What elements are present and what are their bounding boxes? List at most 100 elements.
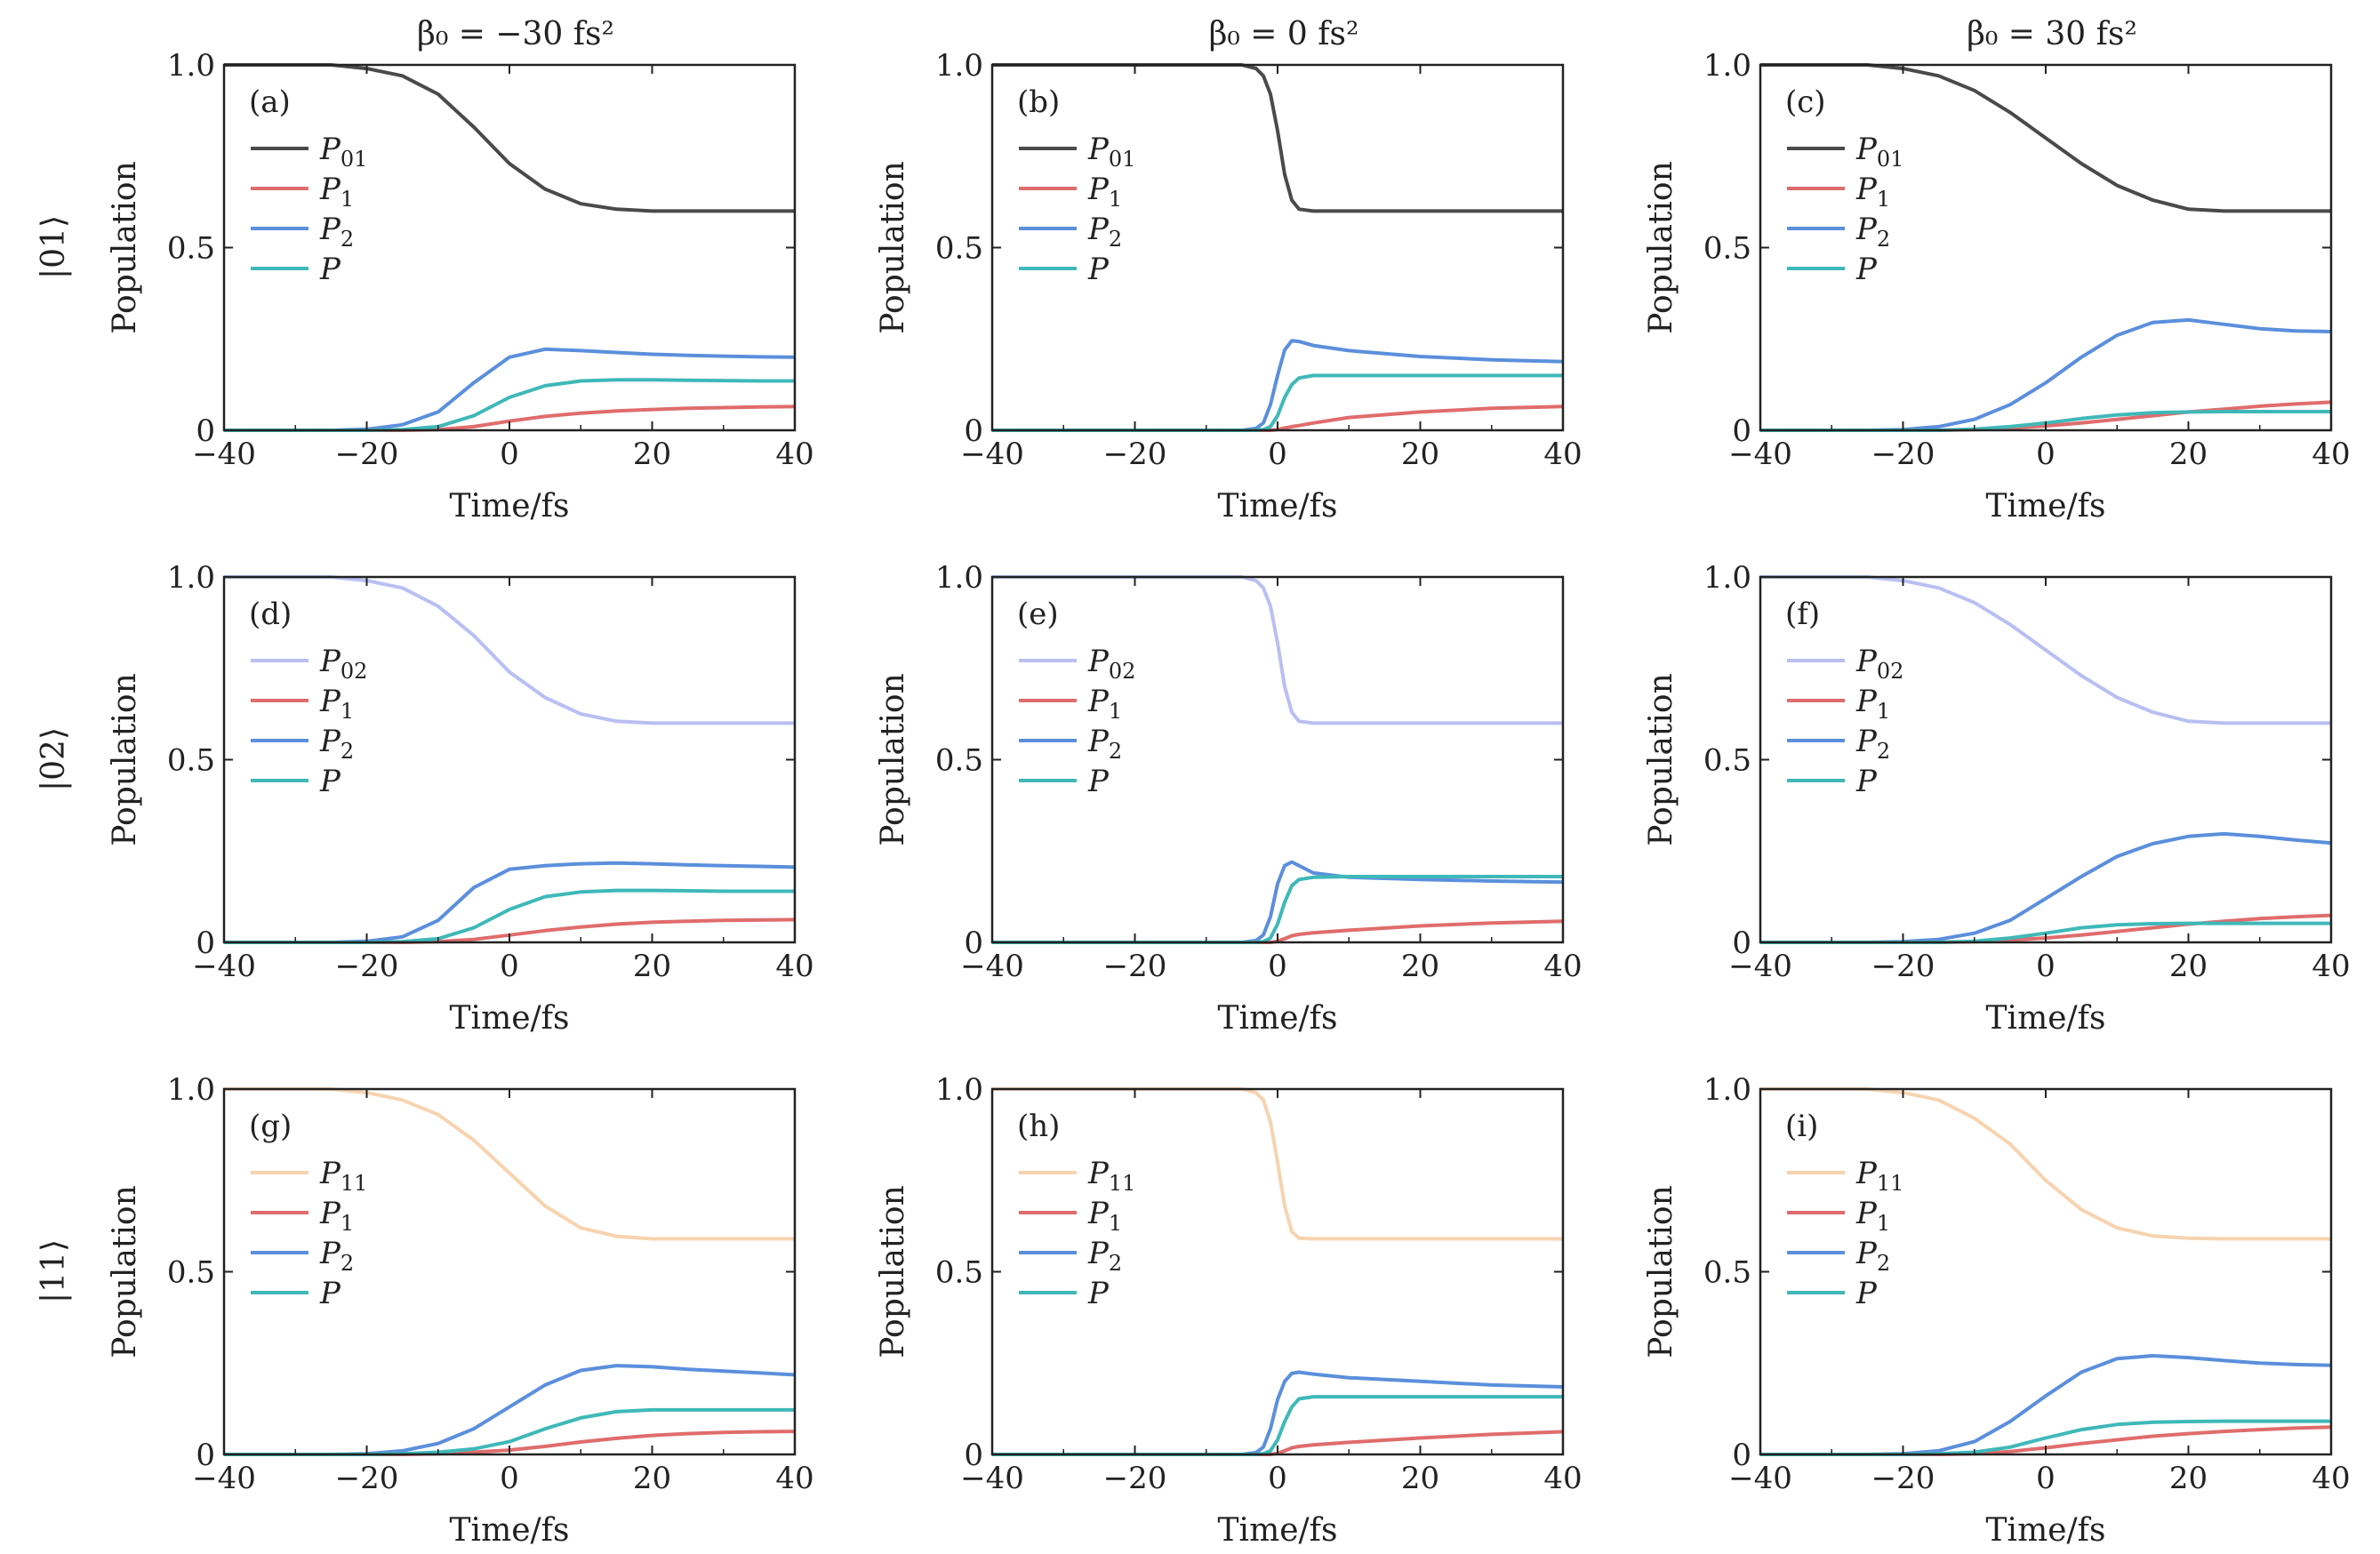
legend-label-p2: P2: [1087, 1236, 1122, 1276]
x-tick-label: 0: [500, 1461, 519, 1496]
y-tick-label: 1.0: [935, 48, 983, 84]
legend-label-p11: P11: [1855, 1156, 1903, 1196]
y-tick-label: 0.5: [167, 743, 215, 779]
legend-subscript: 1: [1109, 1211, 1122, 1236]
chart-panel-8: −40 −20 0 20 4000.51.0Time/fsPopulation(h)P1…: [875, 1072, 1583, 1549]
x-tick-label: 40: [775, 437, 813, 472]
legend-label-p2: P2: [1855, 1236, 1890, 1276]
y-tick-label: 0: [196, 925, 215, 961]
x-axis-title: Time/fs: [1218, 1000, 1338, 1037]
x-tick-label: 40: [775, 949, 813, 984]
x-tick-label: 0: [2036, 1461, 2055, 1496]
x-tick-label: −20: [1103, 1461, 1167, 1496]
y-tick-label: 0.5: [935, 1255, 983, 1291]
chart-panel-3: −40 −20 0 20 4000.51.0Time/fsPopulation(c)P0…: [1643, 48, 2351, 525]
x-tick-label: 40: [1543, 437, 1582, 472]
x-tick-label: −40: [192, 1461, 256, 1496]
x-tick-label: −20: [335, 437, 399, 472]
series-line-p02: [224, 575, 795, 725]
y-tick-label: 1.0: [1703, 1072, 1751, 1108]
legend-subscript: 11: [1109, 1171, 1136, 1196]
legend-label-p1: P1: [1855, 172, 1890, 212]
x-axis-title: Time/fs: [1986, 488, 2106, 525]
x-axis-title: Time/fs: [1218, 488, 1338, 525]
y-tick-label: 0.5: [167, 231, 215, 267]
row-title-3: |11⟩: [36, 1239, 72, 1303]
series-line-p2: [992, 860, 1564, 944]
x-tick-label: 20: [633, 949, 671, 984]
series-line-p02: [1760, 575, 2331, 725]
chart-panel-6: −40 −20 0 20 4000.51.0Time/fsPopulation(f)P0…: [1643, 560, 2351, 1037]
panel-label: (h): [1017, 1109, 1060, 1144]
y-axis-title: Population: [107, 161, 143, 333]
axes-frame: [222, 575, 797, 944]
legend-label-p02: P02: [1087, 644, 1135, 684]
x-tick-label: 0: [500, 437, 519, 472]
x-tick-label: −20: [1871, 1461, 1935, 1496]
series-line-p01: [992, 63, 1563, 213]
axes-frame: [222, 63, 797, 432]
y-tick-label: 0: [1732, 1438, 1751, 1473]
legend-subscript: 1: [341, 187, 354, 212]
x-axis-title: Time/fs: [450, 488, 570, 525]
x-tick-label: −40: [960, 437, 1024, 472]
y-tick-label: 0.5: [1703, 231, 1751, 267]
legend-label-p: P: [319, 1276, 341, 1311]
x-tick-label: 0: [1268, 949, 1287, 984]
y-tick-label: 1.0: [1703, 560, 1751, 596]
x-tick-label: 0: [1268, 1461, 1287, 1496]
legend-label-p01: P01: [1855, 132, 1903, 172]
y-tick-label: 1.0: [935, 1072, 983, 1108]
chart-panel-5: −40 −20 0 20 4000.51.0Time/fsPopulation(e)P0…: [875, 560, 1583, 1037]
legend-label-p: P: [1087, 764, 1110, 799]
chart-panel-2: −40 −20 0 20 4000.51.0Time/fsPopulation(b)P0…: [875, 48, 1583, 525]
panel-label: (c): [1785, 84, 1826, 120]
axes-frame: [1759, 63, 2333, 432]
legend-subscript: 1: [341, 1211, 354, 1236]
legend-label-p: P: [1087, 1276, 1110, 1311]
axes-frame: [1759, 575, 2333, 944]
legend-label-p1: P1: [319, 684, 354, 724]
y-tick-label: 0: [196, 413, 215, 449]
x-tick-label: 40: [775, 1461, 813, 1496]
x-axis-title: Time/fs: [1218, 1512, 1338, 1549]
legend-subscript: 1: [1109, 187, 1122, 212]
legend-subscript: 02: [1109, 659, 1136, 684]
legend-label-p2: P2: [319, 1236, 354, 1276]
x-tick-label: 20: [633, 1461, 671, 1496]
legend-subscript: 2: [1109, 227, 1122, 252]
legend-subscript: 1: [1877, 187, 1890, 212]
legend-label-p1: P1: [1855, 1196, 1890, 1236]
y-tick-label: 1.0: [935, 560, 983, 596]
legend-subscript: 2: [341, 739, 354, 764]
x-tick-label: 20: [2169, 437, 2208, 472]
x-tick-label: 40: [2312, 949, 2350, 984]
legend-subscript: 2: [1877, 227, 1890, 252]
y-tick-label: 0: [1732, 925, 1751, 961]
series-line-p2: [1760, 317, 2332, 432]
legend-subscript: 2: [341, 1251, 354, 1276]
legend-label-p2: P2: [319, 212, 354, 252]
legend-label-p: P: [1087, 252, 1110, 287]
column-title-3: β₀ = 30 fs²: [1967, 16, 2137, 52]
legend-label-p2: P2: [1087, 724, 1122, 764]
x-tick-label: −20: [1871, 949, 1935, 984]
y-tick-label: 0: [196, 1438, 215, 1473]
legend-label-p2: P2: [1087, 212, 1122, 252]
x-tick-label: −20: [1103, 949, 1167, 984]
legend-subscript: 1: [1877, 1211, 1890, 1236]
series-line-p01: [1760, 63, 2331, 213]
y-axis-title: Population: [107, 673, 143, 845]
y-tick-label: 0: [964, 925, 983, 961]
legend-subscript: 01: [1877, 147, 1904, 172]
legend-label-p02: P02: [1855, 644, 1903, 684]
series-line-p11: [992, 1087, 1563, 1241]
y-axis-title: Population: [1643, 1185, 1679, 1358]
x-tick-label: 20: [1401, 949, 1439, 984]
legend-subscript: 2: [1877, 1251, 1890, 1276]
